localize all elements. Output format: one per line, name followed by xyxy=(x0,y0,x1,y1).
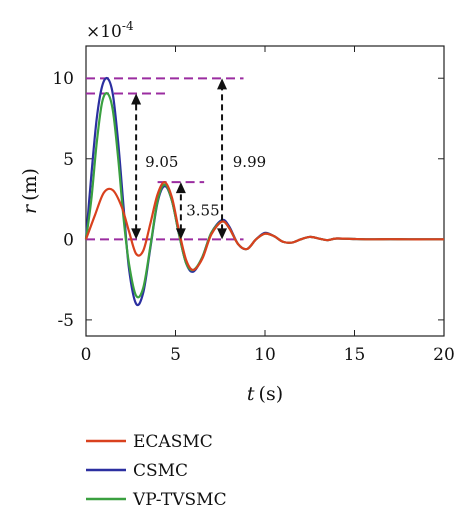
legend: ECASMC CSMC VP-TVSMC xyxy=(86,432,227,510)
series-lines xyxy=(84,76,444,307)
x-axis-label: t (s) xyxy=(247,383,283,405)
x-tick-label: 10 xyxy=(254,345,276,365)
series-line-ecasmc xyxy=(84,181,444,272)
annotation-label: 9.99 xyxy=(233,153,266,171)
legend-label: ECASMC xyxy=(133,432,213,452)
annotation-arrow-head-down xyxy=(131,228,142,240)
legend-label: VP-TVSMC xyxy=(132,490,227,510)
plot-area xyxy=(85,45,445,337)
x-tick-label: 5 xyxy=(170,345,181,365)
y-tick-label: -5 xyxy=(57,311,74,331)
legend-label: CSMC xyxy=(133,461,188,481)
annotation-arrow-head-up xyxy=(175,182,186,194)
annotation-arrow-head-up xyxy=(131,93,142,105)
annotation-label: 3.55 xyxy=(186,201,219,219)
x-tick-label: 0 xyxy=(81,345,92,365)
x-axis-ticks: 0 5 10 15 20 xyxy=(81,46,455,365)
y-axis-label: r(m) xyxy=(19,168,41,214)
y-tick-label: 10 xyxy=(52,69,74,89)
annotation-arrow-head-down xyxy=(217,228,228,240)
annotations: 9.05 3.55 9.99 xyxy=(131,78,266,240)
annotation-arrow-head-down xyxy=(175,228,186,240)
x-tick-label: 15 xyxy=(344,345,366,365)
y-axis-ticks: -5 0 5 10 xyxy=(52,69,444,331)
y-tick-label: 0 xyxy=(63,230,74,250)
y-multiplier: ×10-4 xyxy=(86,19,134,42)
annotation-label: 9.05 xyxy=(145,153,178,171)
series-line-csmc xyxy=(84,76,444,307)
series-line-vp-tvsmc xyxy=(84,92,444,299)
annotation-arrow-head-up xyxy=(217,78,228,90)
x-tick-label: 20 xyxy=(433,345,455,365)
y-tick-label: 5 xyxy=(63,150,74,170)
